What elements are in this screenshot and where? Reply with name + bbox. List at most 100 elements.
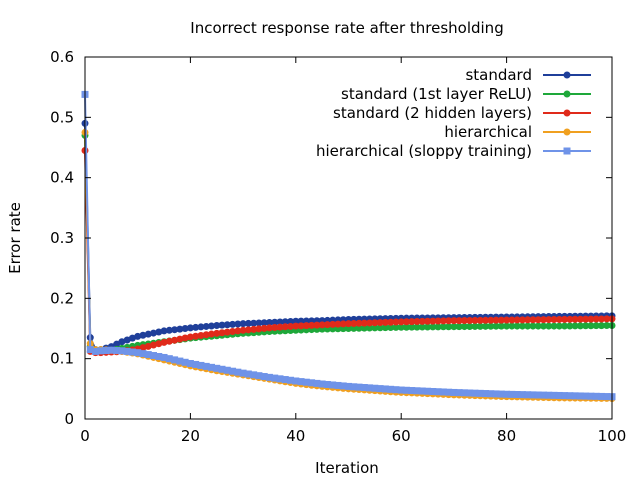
data-point	[418, 323, 426, 331]
series-line	[84, 94, 613, 398]
data-point	[276, 323, 284, 331]
data-point	[139, 331, 147, 339]
data-point	[592, 322, 600, 330]
data-point	[460, 317, 468, 325]
data-point	[271, 324, 279, 332]
y-tick-label: 0.6	[50, 48, 74, 66]
data-point	[450, 388, 458, 396]
data-point	[566, 315, 574, 323]
data-point	[250, 325, 258, 333]
data-point	[128, 334, 136, 342]
y-tick-label: 0.3	[50, 229, 74, 247]
data-point	[555, 322, 563, 330]
data-point	[302, 378, 310, 386]
data-point	[408, 387, 416, 395]
data-point	[371, 384, 379, 392]
data-point	[603, 315, 611, 323]
data-point	[429, 323, 437, 331]
data-point	[244, 326, 252, 334]
data-point	[165, 355, 173, 363]
x-tick-label: 100	[598, 427, 627, 445]
data-point	[413, 387, 421, 395]
data-point	[186, 324, 194, 332]
data-point	[439, 323, 447, 331]
data-point	[181, 325, 189, 332]
data-point	[202, 331, 210, 339]
data-point	[192, 332, 200, 340]
data-point	[597, 322, 605, 330]
data-point	[571, 315, 579, 323]
data-point	[445, 317, 453, 325]
data-point	[345, 320, 352, 328]
legend-label: standard	[465, 66, 532, 84]
data-point	[539, 322, 547, 330]
data-point	[345, 382, 352, 390]
x-axis-label: Iteration	[315, 459, 379, 477]
data-point	[271, 374, 279, 382]
data-point	[487, 322, 495, 330]
data-point	[550, 322, 558, 330]
data-point	[355, 319, 363, 327]
data-point	[223, 321, 231, 329]
data-point	[408, 323, 416, 331]
data-point	[197, 331, 205, 339]
data-point	[392, 386, 400, 394]
x-tick-label: 40	[286, 427, 305, 445]
data-point	[603, 322, 611, 330]
y-tick-label: 0	[64, 410, 74, 428]
data-point	[150, 329, 158, 337]
data-point	[434, 388, 442, 396]
data-point	[160, 338, 168, 346]
series-layer	[81, 90, 616, 402]
data-point	[281, 323, 289, 331]
data-point	[155, 352, 163, 360]
data-point	[492, 390, 500, 398]
data-point	[218, 365, 226, 373]
data-point	[555, 315, 563, 323]
data-point	[113, 340, 121, 348]
data-point	[576, 315, 584, 323]
data-point	[339, 320, 347, 328]
data-point	[350, 383, 358, 391]
data-point	[603, 393, 611, 401]
data-point	[155, 328, 163, 336]
data-point	[455, 323, 463, 331]
data-point	[455, 389, 463, 397]
data-point	[186, 333, 194, 341]
data-point	[466, 389, 474, 397]
data-point	[397, 318, 405, 326]
data-point	[460, 323, 468, 331]
data-point	[482, 390, 490, 398]
data-point	[171, 336, 179, 344]
data-point	[92, 347, 100, 355]
data-point	[371, 324, 379, 332]
data-point	[482, 322, 490, 330]
data-point	[102, 347, 110, 355]
data-point	[165, 326, 173, 334]
data-point	[497, 390, 505, 398]
data-point	[308, 321, 316, 329]
series-4	[81, 90, 616, 401]
data-point	[450, 323, 458, 331]
data-point	[123, 336, 131, 344]
data-point	[592, 392, 600, 400]
data-point	[197, 323, 205, 331]
data-point	[355, 324, 363, 332]
data-point	[413, 318, 421, 326]
data-point	[318, 321, 326, 329]
data-point	[287, 318, 295, 326]
data-point	[381, 318, 389, 326]
data-point	[460, 389, 468, 397]
data-point	[545, 316, 553, 324]
data-point	[582, 392, 590, 400]
data-point	[244, 319, 252, 327]
data-point	[192, 360, 200, 368]
data-point	[513, 316, 521, 324]
data-point	[171, 326, 179, 334]
data-point	[255, 319, 263, 327]
data-point	[355, 383, 363, 391]
data-point	[492, 316, 500, 324]
data-point	[313, 321, 321, 329]
data-point	[366, 319, 374, 327]
